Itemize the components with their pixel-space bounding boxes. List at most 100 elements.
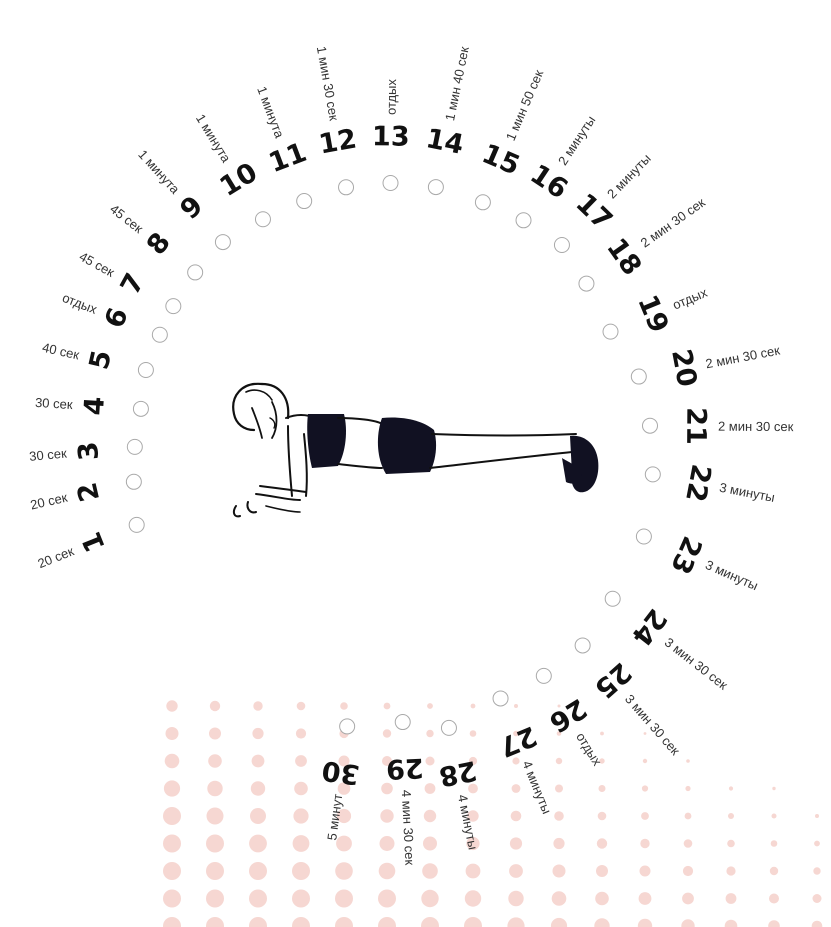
day-number: 30 (320, 754, 362, 790)
day-checkbox[interactable] (137, 362, 154, 379)
decorative-dot (424, 783, 436, 794)
decorative-dot (163, 780, 181, 797)
decorative-dot (641, 785, 649, 792)
decorative-dot (640, 838, 650, 849)
decorative-dot (292, 889, 310, 908)
decorative-dot (293, 808, 309, 824)
decorative-dot (207, 780, 223, 797)
decorative-dot (423, 809, 437, 823)
decorative-dot (684, 812, 692, 820)
decorative-dot (340, 702, 348, 710)
day-checkbox[interactable] (602, 323, 619, 340)
day-checkbox[interactable] (254, 211, 271, 228)
day-number: 4 (78, 395, 111, 417)
decorative-dot (768, 920, 780, 927)
decorative-dot (249, 889, 267, 908)
decorative-dot (469, 730, 477, 737)
day-checkbox[interactable] (427, 179, 444, 196)
decorative-dot (513, 730, 519, 737)
decorative-dot (378, 862, 396, 880)
decorative-dot (249, 917, 267, 927)
decorative-dot (641, 812, 649, 820)
decorative-dot (426, 729, 434, 738)
decorative-dot (382, 756, 392, 766)
day-checkbox[interactable] (128, 516, 145, 533)
day-checkbox[interactable] (642, 417, 659, 434)
day-checkbox[interactable] (214, 234, 231, 251)
decorative-dot (815, 814, 819, 818)
day-checkbox[interactable] (630, 368, 647, 385)
day-checkbox[interactable] (604, 590, 621, 607)
decorative-dot (682, 892, 694, 905)
decorative-dot (421, 889, 439, 908)
decorative-dot (296, 701, 306, 711)
decorative-dot (163, 807, 181, 825)
day-checkbox[interactable] (132, 400, 149, 417)
day-checkbox[interactable] (296, 193, 313, 210)
decorative-dot (164, 753, 180, 769)
day-checkbox[interactable] (635, 528, 652, 545)
day-checkbox[interactable] (553, 236, 570, 253)
decorative-dot (206, 807, 224, 825)
decorative-dot (551, 891, 567, 906)
decorative-dot (726, 866, 736, 876)
decorative-dot (253, 701, 263, 711)
decorative-dot (250, 808, 266, 824)
day-checkbox[interactable] (339, 718, 356, 735)
decorative-dot (511, 784, 521, 793)
decorative-dot (250, 781, 266, 796)
decorative-dot (378, 889, 396, 908)
decorative-dot (550, 917, 568, 927)
decorative-dot (163, 834, 181, 853)
decorative-dot (336, 808, 352, 824)
day-duration-label: 30 сек (28, 445, 68, 464)
day-checkbox[interactable] (125, 473, 142, 490)
decorative-dot (166, 700, 178, 712)
decorative-dot (383, 702, 391, 710)
decorative-dot (507, 917, 525, 927)
decorative-dot (555, 784, 563, 793)
decorative-dot (512, 757, 520, 765)
decorative-dot (252, 727, 264, 740)
day-checkbox[interactable] (474, 194, 491, 211)
day-number: 20 (665, 346, 703, 390)
day-checkbox[interactable] (515, 212, 532, 229)
decorative-dot (335, 889, 353, 908)
decorative-dot (683, 839, 693, 848)
decorative-dot (510, 810, 522, 822)
decorative-dot (422, 863, 438, 879)
plank-exercise-icon (232, 382, 599, 518)
decorative-dot (464, 890, 482, 907)
decorative-dot (553, 837, 565, 850)
decorative-dot (206, 889, 224, 908)
day-checkbox[interactable] (165, 298, 182, 315)
day-checkbox[interactable] (492, 690, 509, 707)
day-checkbox[interactable] (338, 179, 355, 196)
decorative-dot (599, 758, 605, 764)
day-checkbox[interactable] (440, 719, 457, 736)
day-checkbox[interactable] (126, 438, 143, 455)
decorative-dot (425, 756, 435, 766)
decorative-dot (637, 918, 653, 927)
day-duration-label: отдых (383, 78, 400, 116)
day-checkbox[interactable] (644, 466, 661, 483)
day-checkbox[interactable] (382, 174, 399, 191)
decorative-dot (638, 892, 652, 905)
decorative-dot (427, 703, 433, 709)
day-checkbox[interactable] (151, 326, 168, 343)
decorative-dot (206, 834, 224, 853)
decorative-dot (725, 893, 737, 904)
decorative-dot (509, 864, 523, 878)
decorative-dot (294, 781, 308, 796)
day-checkbox[interactable] (578, 275, 595, 292)
day-checkbox[interactable] (187, 264, 204, 281)
decorative-dot (380, 809, 394, 823)
decorative-dot (421, 917, 439, 927)
decorative-dot (338, 755, 350, 767)
decorative-dot (249, 834, 267, 853)
day-checkbox[interactable] (574, 637, 591, 654)
day-checkbox[interactable] (535, 667, 552, 684)
day-checkbox[interactable] (394, 714, 411, 731)
